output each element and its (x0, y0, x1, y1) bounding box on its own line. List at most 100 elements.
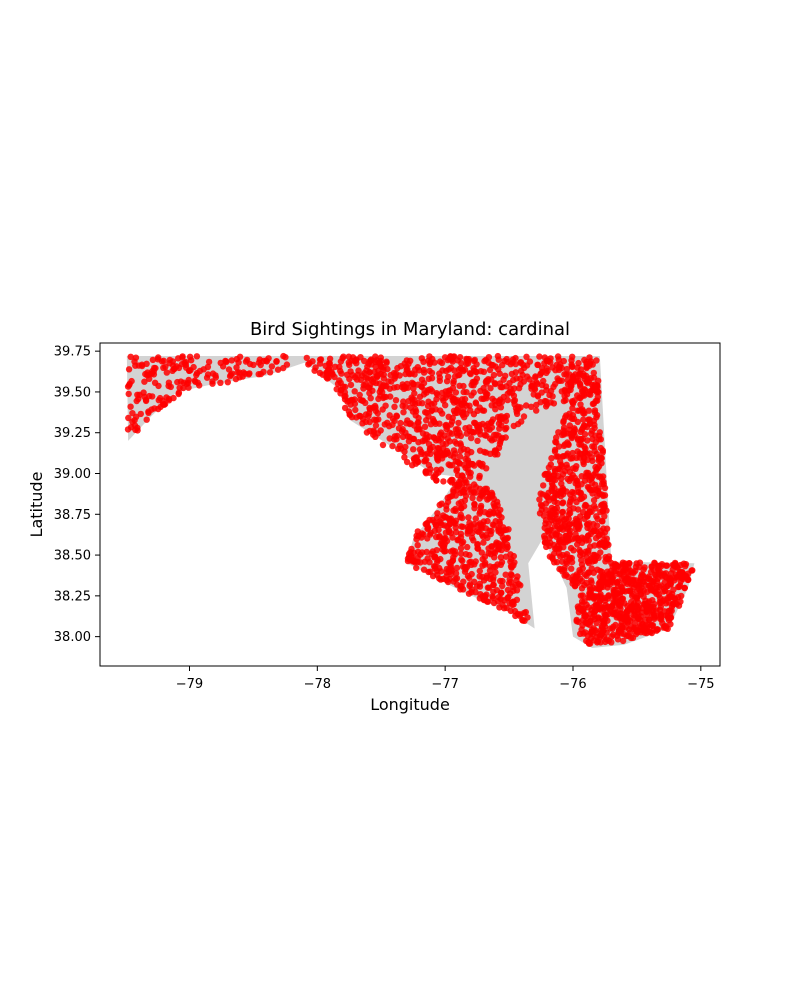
sighting-point (671, 599, 678, 607)
sighting-point (375, 395, 382, 403)
sighting-point (356, 391, 363, 399)
sighting-point (458, 401, 466, 409)
sighting-point (476, 567, 483, 575)
sighting-point (500, 393, 507, 401)
sighting-point (457, 530, 465, 537)
sighting-point (605, 541, 612, 548)
sighting-point (469, 428, 476, 436)
sighting-point (491, 380, 499, 387)
sighting-point (581, 455, 588, 462)
sighting-point (609, 610, 617, 618)
sighting-point (125, 414, 132, 422)
sighting-point (666, 577, 673, 585)
sighting-point (507, 551, 514, 558)
sighting-point (458, 360, 465, 367)
sighting-point (495, 543, 502, 550)
sighting-point (465, 469, 472, 476)
sighting-point (418, 355, 425, 362)
sighting-point (672, 563, 679, 570)
maryland-land-shape (126, 356, 695, 649)
sighting-point (223, 358, 230, 366)
sighting-point (410, 385, 417, 392)
sighting-point (573, 616, 580, 624)
sighting-point (160, 364, 167, 371)
sighting-point (538, 389, 545, 396)
sighting-point (576, 567, 583, 574)
sighting-point (472, 378, 479, 386)
sighting-point (595, 454, 603, 461)
sighting-point (600, 525, 607, 532)
sighting-point (598, 577, 605, 584)
sightings-points-layer (124, 352, 696, 647)
sighting-point (132, 362, 139, 369)
sighting-point (420, 369, 428, 376)
sighting-point (559, 471, 567, 478)
sighting-point (421, 558, 429, 565)
sighting-point (573, 520, 580, 528)
sighting-point (671, 577, 678, 584)
sighting-point (479, 460, 486, 468)
sighting-point (653, 626, 661, 633)
sighting-point (193, 371, 200, 379)
sighting-point (598, 460, 605, 467)
sighting-point (452, 389, 460, 396)
sighting-point (127, 403, 134, 410)
sighting-point (400, 398, 407, 405)
sighting-point (678, 568, 686, 576)
sighting-point (599, 447, 606, 454)
sighting-point (431, 400, 438, 407)
sighting-point (562, 414, 569, 421)
sighting-point (127, 353, 134, 360)
sighting-point (374, 410, 381, 417)
sighting-point (533, 401, 540, 409)
x-tick-label: −75 (687, 677, 714, 692)
x-tick-label: −77 (431, 677, 458, 692)
sighting-point (662, 622, 669, 630)
x-axis-ticks: −79 −78 −77 −76 −75 (176, 666, 715, 692)
sighting-point (627, 634, 635, 642)
sighting-point (560, 544, 567, 551)
sighting-point (586, 583, 593, 590)
sighting-point (466, 581, 474, 588)
sighting-point (423, 521, 430, 528)
sighting-point (477, 591, 484, 598)
sighting-point (492, 447, 500, 454)
y-tick-label: 38.50 (54, 549, 91, 564)
sighting-point (564, 450, 571, 457)
sighting-point (520, 413, 528, 420)
sighting-point (597, 549, 604, 556)
sighting-point (668, 570, 675, 577)
sighting-point (427, 421, 435, 428)
sighting-point (550, 476, 557, 483)
sighting-point (662, 573, 669, 580)
sighting-point (545, 464, 553, 471)
sighting-point (442, 388, 449, 395)
sighting-point (593, 513, 600, 520)
sighting-point (431, 527, 438, 534)
sighting-point (541, 532, 548, 540)
sighting-point (466, 370, 474, 377)
sighting-point (424, 402, 432, 410)
sighting-point (457, 550, 465, 557)
sighting-point (479, 562, 486, 569)
sighting-point (422, 457, 429, 464)
sighting-point (407, 357, 414, 364)
sighting-point (480, 407, 488, 414)
sighting-point (549, 393, 556, 400)
sighting-point (391, 436, 398, 443)
sighting-point (574, 506, 582, 513)
sighting-point (528, 403, 535, 410)
sighting-point (190, 363, 197, 371)
sighting-point (386, 412, 393, 419)
sighting-point (677, 598, 684, 605)
sighting-point (481, 553, 489, 560)
sighting-point (577, 630, 584, 637)
sighting-point (543, 387, 550, 394)
sighting-point (555, 518, 562, 525)
sighting-point (559, 558, 566, 565)
sighting-point (412, 412, 419, 419)
sighting-point (467, 407, 474, 414)
sighting-point (412, 460, 420, 467)
sighting-point (406, 420, 413, 428)
sighting-point (477, 502, 485, 510)
